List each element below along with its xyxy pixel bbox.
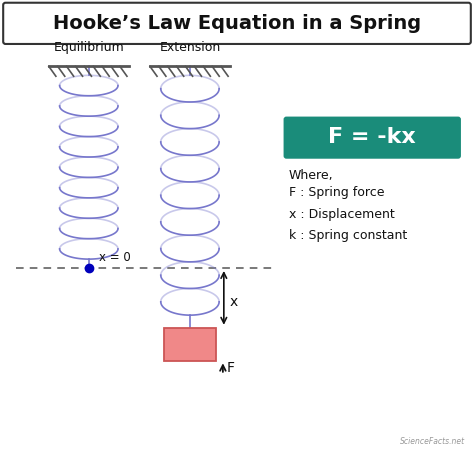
Text: x : Displacement: x : Displacement xyxy=(289,207,394,221)
Text: ScienceFacts.net: ScienceFacts.net xyxy=(400,437,465,446)
Text: F = -kx: F = -kx xyxy=(328,127,416,147)
Text: Equilibrium: Equilibrium xyxy=(54,41,124,54)
FancyBboxPatch shape xyxy=(3,3,471,44)
Bar xyxy=(164,328,216,361)
Text: k : Spring constant: k : Spring constant xyxy=(289,229,407,242)
Text: Extension: Extension xyxy=(159,41,220,54)
FancyBboxPatch shape xyxy=(283,116,461,159)
Text: F: F xyxy=(227,361,235,375)
Text: x: x xyxy=(229,295,238,309)
Text: F : Spring force: F : Spring force xyxy=(289,186,384,199)
Text: x = 0: x = 0 xyxy=(99,251,131,263)
Text: Hooke’s Law Equation in a Spring: Hooke’s Law Equation in a Spring xyxy=(53,14,421,33)
Text: Where,: Where, xyxy=(289,170,333,183)
